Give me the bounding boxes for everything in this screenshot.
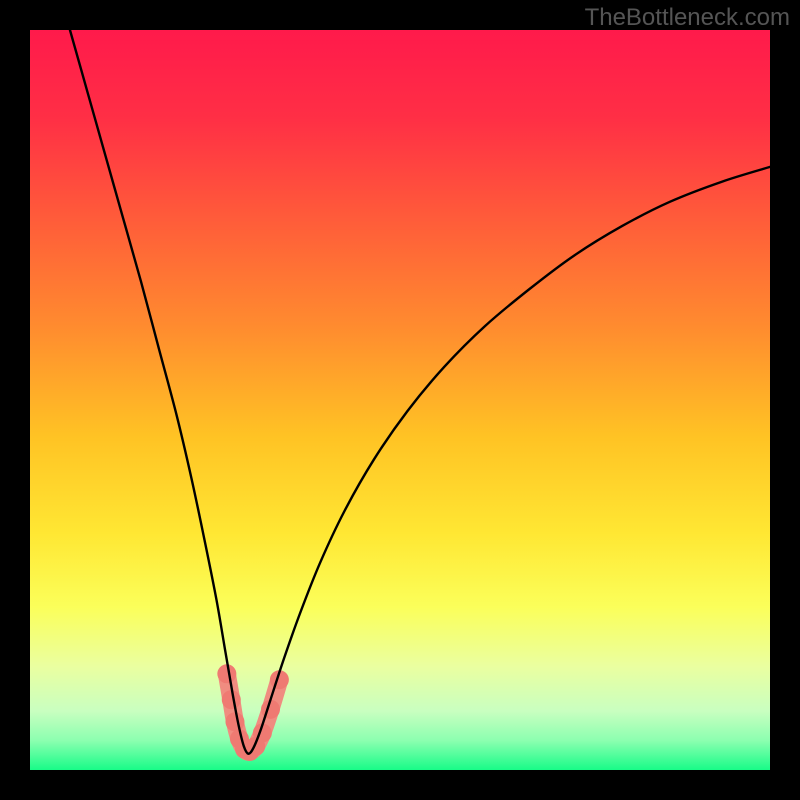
bottleneck-curve-chart — [0, 0, 800, 800]
plot-background — [30, 30, 770, 770]
trough-dot — [222, 690, 241, 709]
trough-dot — [225, 712, 244, 731]
chart-canvas: TheBottleneck.com — [0, 0, 800, 800]
watermark-text: TheBottleneck.com — [585, 4, 790, 32]
